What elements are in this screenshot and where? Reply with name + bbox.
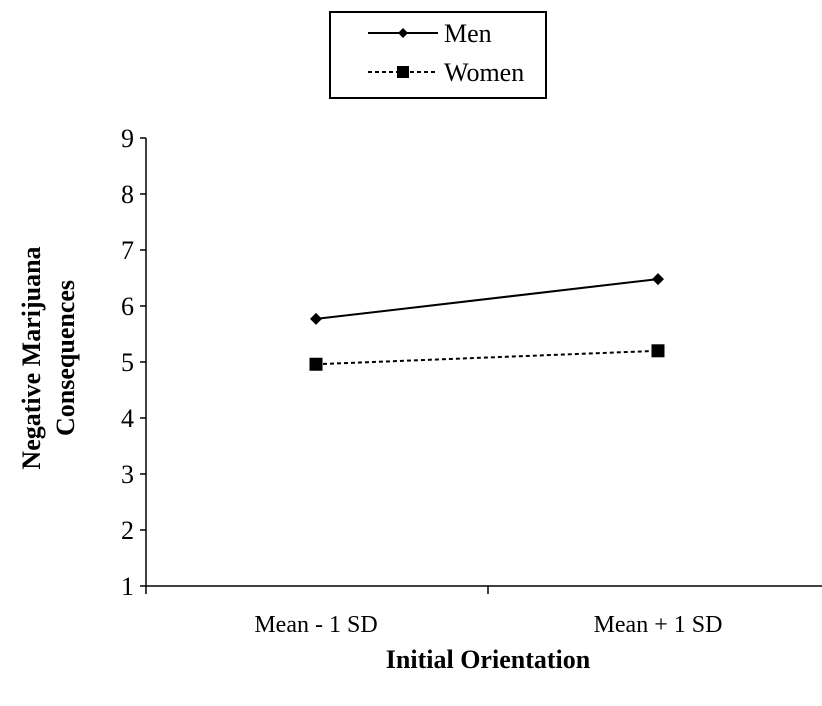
legend-label: Women	[444, 58, 524, 87]
y-tick-label: 6	[121, 292, 134, 321]
legend: Men Women	[329, 11, 547, 99]
y-axis-title-line-2: Consequences	[51, 280, 80, 436]
y-tick-label: 2	[121, 516, 134, 545]
legend-marker-women	[397, 66, 409, 78]
y-axis-title-line-1: Negative Marijuana	[17, 246, 46, 469]
x-category-label: Mean + 1 SD	[594, 612, 723, 638]
data-point-women	[651, 344, 665, 358]
y-tick-label: 3	[121, 460, 134, 489]
series-line-women	[315, 349, 659, 366]
series-line-men	[315, 278, 659, 320]
y-tick-label: 9	[121, 124, 134, 153]
data-point-men	[310, 312, 322, 325]
y-tick-label: 4	[121, 404, 134, 433]
data-point-men	[652, 273, 664, 286]
y-tick-label: 5	[121, 348, 134, 377]
legend-label: Men	[444, 19, 492, 48]
y-tick-label: 1	[121, 572, 134, 601]
legend-box	[329, 11, 547, 99]
legend-item-women: Women	[368, 58, 524, 87]
y-axis-title: Negative Marijuana Consequences	[17, 246, 80, 469]
x-axis-title: Initial Orientation	[386, 645, 591, 674]
plot-area: 1 2 3 4 5 6 7 8 9 Mean - 1 SD Mean + 1 SD	[121, 124, 822, 638]
series-men	[310, 273, 664, 325]
series-women	[309, 344, 665, 371]
y-tick-label: 8	[121, 180, 134, 209]
data-point-women	[309, 357, 323, 371]
y-tick-label: 7	[121, 236, 134, 265]
legend-marker-men	[398, 28, 408, 38]
legend-item-men: Men	[368, 19, 492, 48]
x-category-label: Mean - 1 SD	[254, 612, 377, 638]
